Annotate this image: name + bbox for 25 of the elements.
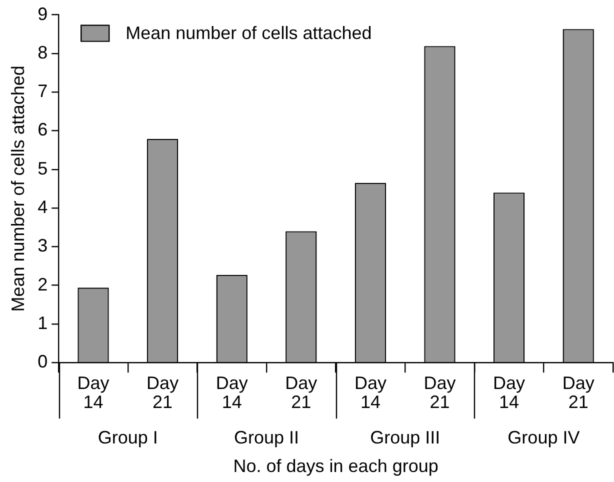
x-tick-label: Day 14: [354, 373, 386, 412]
text: Group III: [370, 428, 440, 448]
x-tick-label: Day 14: [493, 373, 526, 412]
y-tick-label: 5: [38, 158, 48, 178]
y-tick-label: 1: [38, 312, 48, 333]
y-tick-label: 8: [38, 42, 48, 62]
x-tick-label: Day 21: [285, 373, 318, 412]
text: Group I: [98, 428, 158, 448]
x-tick-label: Day 21: [562, 373, 594, 412]
y-axis-title: Mean number of cells attached: [8, 66, 28, 312]
y-tick-label: 2: [38, 274, 48, 294]
x-tick-label: Day 14: [216, 373, 248, 412]
x-tick-label: Day 14: [77, 373, 110, 412]
y-tick-label: 3: [38, 236, 48, 256]
text: Group II: [234, 428, 300, 448]
y-tick-label: 4: [38, 196, 48, 217]
y-tick-label: 9: [38, 4, 48, 24]
y-tick-label: 6: [38, 120, 48, 140]
y-tick-label: 7: [38, 81, 48, 102]
x-axis-title: No. of days in each group: [233, 456, 438, 476]
x-tick-label: Day 21: [424, 373, 456, 412]
x-tick-label: Day 21: [146, 373, 179, 412]
text: Group IV: [508, 428, 580, 448]
y-tick-label: 0: [38, 352, 48, 372]
legend-label: Mean number of cells attached: [126, 22, 372, 43]
